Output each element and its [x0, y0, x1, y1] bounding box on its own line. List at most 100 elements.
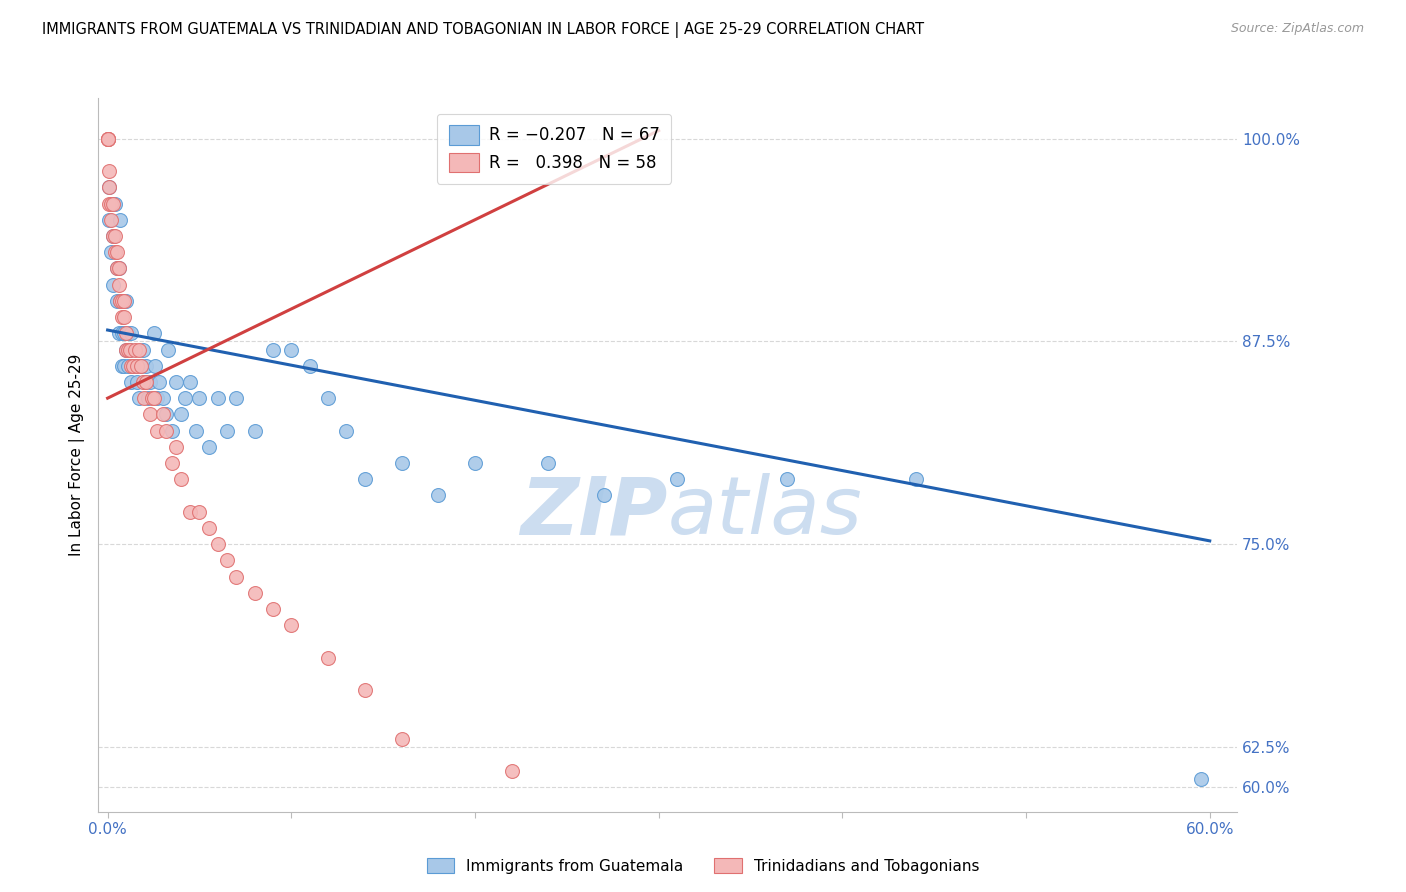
Point [165, 440, 187, 454]
Point [98, 180, 121, 194]
Point [353, 683, 375, 698]
Point [173, 391, 195, 405]
Point [353, 472, 375, 486]
Point [110, 293, 132, 308]
Point [121, 359, 143, 373]
Point [107, 261, 129, 276]
Point [112, 310, 135, 324]
Point [592, 488, 614, 502]
Point [101, 277, 124, 292]
Point [129, 359, 152, 373]
Point [105, 261, 128, 276]
Point [136, 391, 159, 405]
Point [100, 212, 122, 227]
Point [117, 326, 139, 341]
Point [225, 391, 247, 405]
Point [111, 326, 134, 341]
Point [104, 229, 127, 244]
Point [155, 424, 177, 438]
Point [98, 180, 121, 194]
Point [134, 375, 156, 389]
Point [111, 293, 134, 308]
Point [115, 343, 138, 357]
Point [262, 602, 284, 616]
Point [141, 391, 163, 405]
Point [105, 261, 128, 276]
Point [280, 343, 302, 357]
Point [104, 196, 127, 211]
Point [335, 424, 357, 438]
Text: ZIP: ZIP [520, 473, 668, 551]
Point [107, 277, 129, 292]
Point [131, 375, 153, 389]
Point [98, 212, 121, 227]
Point [97, 131, 120, 145]
Point [128, 391, 150, 405]
Point [179, 375, 201, 389]
Point [316, 391, 339, 405]
Point [197, 440, 219, 454]
Point [134, 391, 156, 405]
Point [280, 618, 302, 632]
Point [146, 424, 169, 438]
Point [776, 472, 799, 486]
Point [184, 424, 207, 438]
Point [115, 343, 138, 357]
Point [165, 375, 187, 389]
Point [117, 359, 139, 373]
Point [170, 408, 193, 422]
Legend: Immigrants from Guatemala, Trinidadians and Tobagonians: Immigrants from Guatemala, Trinidadians … [420, 852, 986, 880]
Point [124, 343, 146, 357]
Point [124, 359, 146, 373]
Point [115, 326, 138, 341]
Point [101, 229, 124, 244]
Point [464, 456, 486, 470]
Point [125, 359, 148, 373]
Text: atlas: atlas [668, 473, 863, 551]
Point [391, 731, 413, 746]
Point [107, 326, 129, 341]
Point [101, 196, 124, 211]
Point [105, 245, 128, 260]
Point [118, 343, 141, 357]
Point [118, 343, 141, 357]
Point [100, 245, 122, 260]
Point [666, 472, 689, 486]
Point [111, 310, 134, 324]
Point [110, 293, 132, 308]
Point [207, 537, 229, 551]
Point [501, 764, 523, 779]
Point [207, 391, 229, 405]
Point [121, 326, 143, 341]
Point [148, 375, 170, 389]
Text: Source: ZipAtlas.com: Source: ZipAtlas.com [1230, 22, 1364, 36]
Point [97, 131, 120, 145]
Point [111, 359, 134, 373]
Point [129, 359, 152, 373]
Point [145, 359, 167, 373]
Point [904, 472, 927, 486]
Point [122, 359, 145, 373]
Point [298, 359, 321, 373]
Point [142, 391, 165, 405]
Point [97, 131, 120, 145]
Y-axis label: In Labor Force | Age 25-29: In Labor Force | Age 25-29 [69, 354, 84, 556]
Point [427, 488, 450, 502]
Point [107, 261, 129, 276]
Point [112, 293, 135, 308]
Point [243, 586, 266, 600]
Point [179, 505, 201, 519]
Legend: R = −0.207   N = 67, R =   0.398   N = 58: R = −0.207 N = 67, R = 0.398 N = 58 [437, 113, 671, 184]
Point [101, 229, 124, 244]
Point [112, 326, 135, 341]
Point [128, 343, 150, 357]
Point [98, 164, 121, 178]
Point [146, 391, 169, 405]
Point [135, 375, 157, 389]
Point [215, 553, 238, 567]
Point [142, 326, 165, 341]
Point [1189, 772, 1212, 787]
Point [537, 456, 560, 470]
Point [152, 391, 174, 405]
Point [104, 245, 127, 260]
